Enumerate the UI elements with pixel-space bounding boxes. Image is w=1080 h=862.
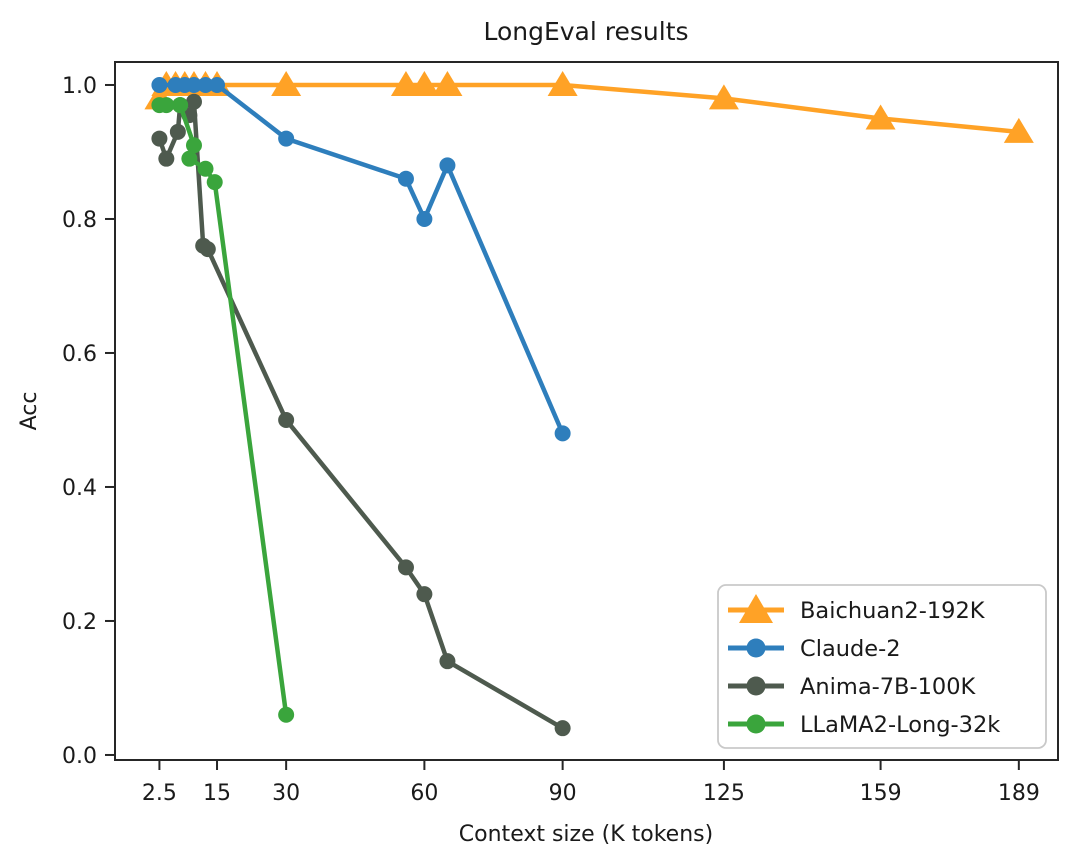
x-tick-label: 90 [549,781,577,806]
legend-item-claude-2: Claude-2 [728,636,901,662]
series-llama2-long-32k [151,97,295,723]
circle-marker [439,653,456,670]
x-tick-label: 15 [203,781,231,806]
circle-marker [158,97,175,114]
x-tick-label: 30 [272,781,300,806]
axes-frame [114,61,1059,761]
legend-label: Claude-2 [800,636,901,662]
circle-marker [554,425,571,442]
legend-label: Baichuan2-192K [800,598,986,624]
y-tick-label: 0.8 [62,208,97,233]
legend-item-llama2-long-32k: LLaMA2-Long-32k [728,712,1000,738]
legend-box [717,584,1047,749]
circle-marker [197,160,214,177]
circle-marker [278,706,295,723]
series-line [157,102,289,718]
legend-circle-marker [746,638,766,658]
data-series [144,70,1034,737]
circle-marker [278,130,295,147]
circle-marker [185,137,202,154]
y-tick-label: 1.0 [62,74,97,99]
series-line [157,99,565,731]
circle-marker [416,586,433,603]
circle-marker [185,93,202,110]
circle-marker [439,157,456,174]
legend-circle-marker [746,714,766,734]
triangle-marker [432,70,463,96]
legend-circle-marker [746,676,766,696]
circle-marker [397,170,414,187]
circle-marker [151,130,168,147]
y-tick-label: 0.6 [62,342,97,367]
legend-triangle-marker [739,594,773,623]
legend-label: LLaMA2-Long-32k [800,712,1000,738]
circle-marker [278,411,295,428]
series-claude-2 [151,76,571,442]
circle-marker [554,720,571,737]
circle-marker [416,210,433,227]
legend-item-baichuan2-192k: Baichuan2-192K [728,594,986,624]
x-tick-label: 189 [998,781,1040,806]
circle-marker [181,150,198,167]
legend-item-anima-7b-100k: Anima-7B-100K [728,674,977,700]
triangle-marker [708,84,739,110]
triangle-marker [409,70,440,96]
y-tick-label: 0.4 [62,476,97,501]
circle-marker [397,559,414,576]
triangle-marker [547,70,578,96]
legend-label: Anima-7B-100K [800,674,977,700]
axis-ticks: 2.5 15 30 60 90 125 159 189 0.0 0.2 0.4 0.6 0.8 1.0 [62,74,1040,806]
circle-marker [172,97,189,114]
y-tick-label: 0.0 [62,744,97,769]
x-tick-label: 2.5 [142,781,177,806]
circle-marker [185,76,202,93]
circle-marker [197,76,214,93]
triangle-marker [1003,117,1034,143]
x-tick-label: 159 [860,781,902,806]
x-tick-label: 125 [703,781,745,806]
circle-marker [206,174,223,191]
legend: Baichuan2-192K Claude-2 Anima-7B-100K LLaMA… [717,584,1047,749]
x-axis-label: Context size (K tokens) [459,822,713,847]
chart-title: LongEval results [483,17,688,46]
y-tick-label: 0.2 [62,610,97,635]
x-tick-label: 60 [410,781,438,806]
circle-marker [151,76,168,93]
y-axis-label: Acc [17,392,42,431]
series-anima-7b-100k [151,93,571,737]
triangle-marker [271,70,302,96]
circle-marker [199,241,216,258]
series-line [157,82,565,436]
circle-marker [209,76,226,93]
circle-marker [169,123,186,140]
circle-marker [158,150,175,167]
triangle-marker [865,104,896,130]
